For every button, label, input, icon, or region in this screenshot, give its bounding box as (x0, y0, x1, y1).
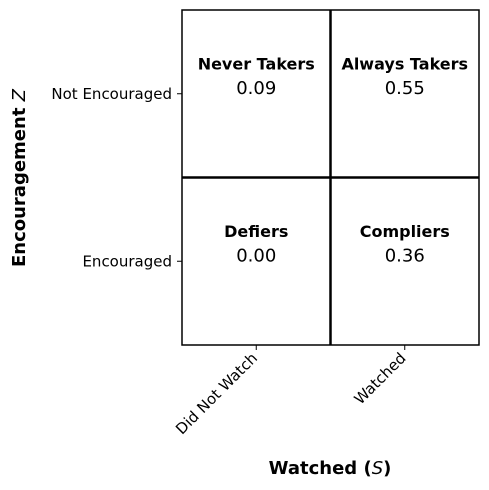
x-tick-label: Watched (351, 349, 410, 408)
cell-label-1: Always Takers (341, 54, 468, 73)
cell-label-3: Compliers (360, 222, 450, 241)
cell-value-1: 0.55 (385, 78, 425, 99)
cell-value-2: 0.00 (236, 245, 276, 266)
y-tick-label: Not Encouraged (51, 85, 172, 103)
cell-value-3: 0.36 (385, 245, 425, 266)
cell-label-0: Never Takers (198, 54, 315, 73)
y-tick-label: Encouraged (82, 252, 172, 270)
x-axis-title: Watched (S) (269, 458, 392, 479)
y-axis-title: Encouragement Z (9, 88, 30, 267)
cell-label-2: Defiers (224, 222, 288, 241)
cell-value-0: 0.09 (236, 78, 276, 99)
x-tick-label: Did Not Watch (172, 349, 261, 438)
